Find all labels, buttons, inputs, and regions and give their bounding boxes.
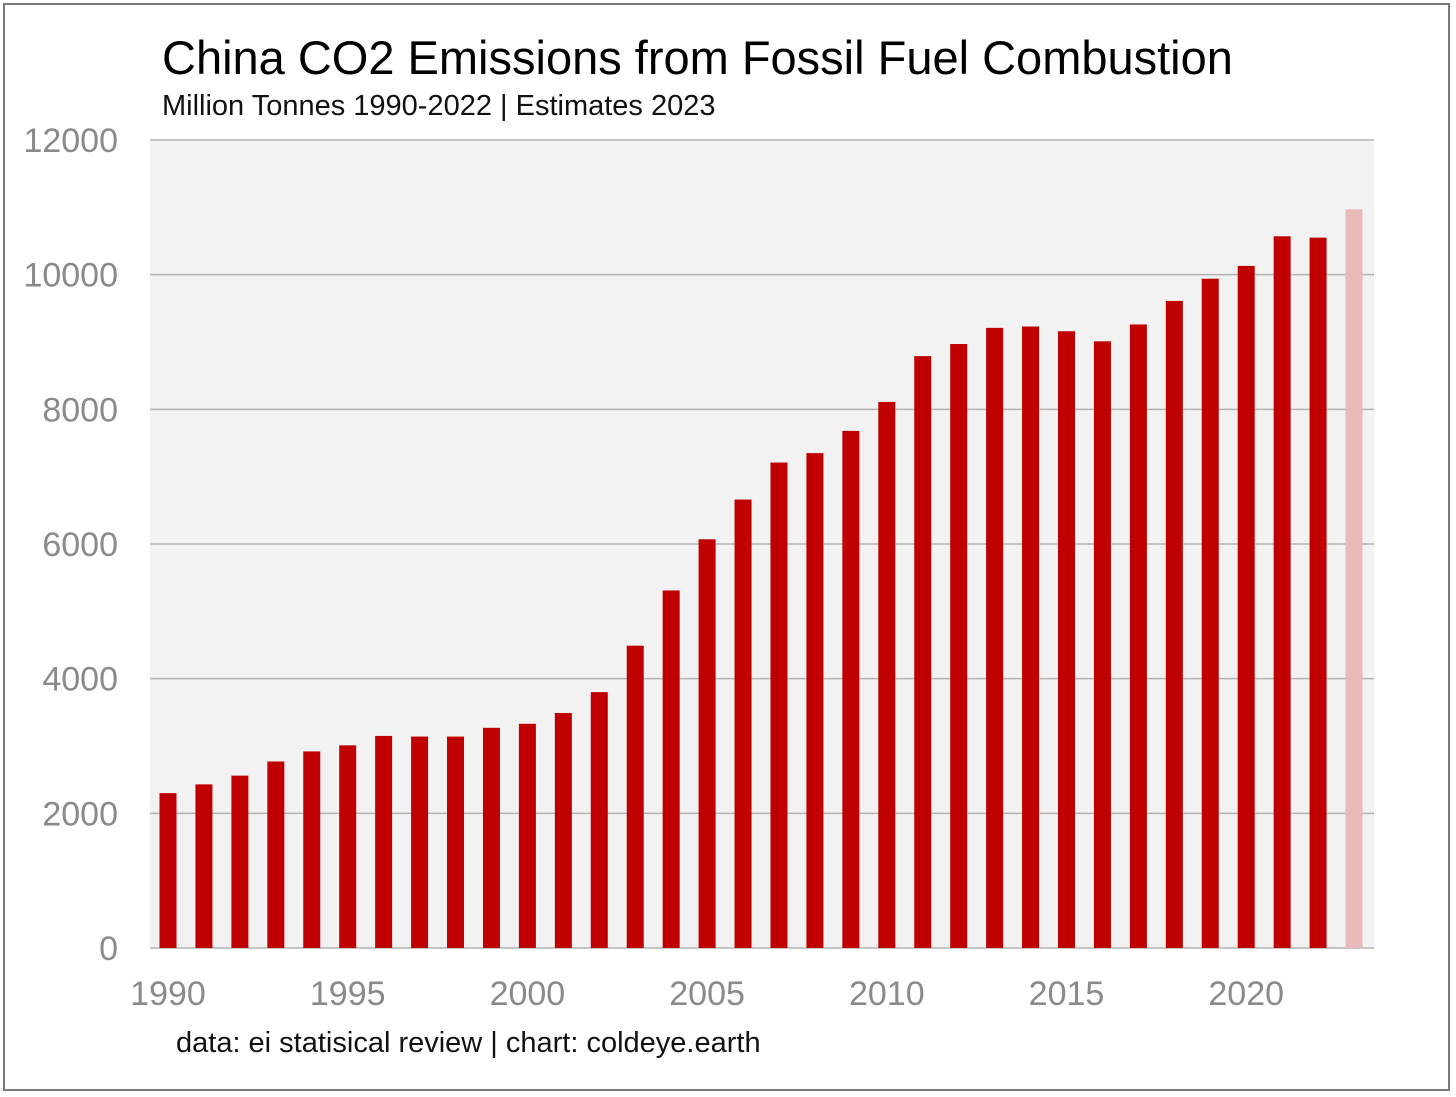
y-tick-label: 6000 [42,526,118,564]
bar-2013 [986,327,1004,948]
bar-2017 [1129,324,1147,948]
bar-2001 [554,713,572,948]
x-tick-label: 2020 [1208,975,1284,1013]
bar-2004 [662,590,680,948]
y-axis-ticks: 0 2000 4000 6000 8000 10000 12000 [23,122,118,968]
x-tick-label: 1995 [310,975,386,1013]
x-tick-label: 2000 [490,975,566,1013]
bar-2021 [1273,236,1291,949]
bar-2020 [1237,265,1255,948]
y-tick-label: 12000 [23,122,118,160]
bar-2009 [842,430,860,948]
bar-2019 [1201,278,1219,949]
chart-source-note: data: ei statisical review | chart: cold… [176,1027,761,1059]
bar-estimate-2023 [1345,209,1363,949]
x-axis-ticks: 1990 1995 2000 2005 2010 2015 2020 [130,975,1284,1013]
bar-2002 [590,692,608,948]
y-tick-label: 2000 [42,795,118,833]
bar-2003 [626,645,644,948]
bar-1998 [447,736,465,948]
bar-2022 [1309,237,1327,948]
bar-2006 [734,499,752,948]
bar-2011 [914,356,932,948]
x-tick-label: 1990 [130,975,206,1013]
chart-subtitle: Million Tonnes 1990-2022 | Estimates 202… [162,90,716,122]
bar-1990 [159,793,177,948]
bar-1991 [195,784,213,948]
bar-2000 [518,723,536,948]
bar-2018 [1165,300,1183,948]
y-tick-label: 8000 [42,391,118,429]
bar-1993 [267,761,285,948]
chart-title: China CO2 Emissions from Fossil Fuel Com… [162,31,1233,84]
bar-2014 [1022,326,1040,948]
x-tick-label: 2010 [849,975,925,1013]
bar-1996 [375,735,393,948]
bar-2007 [770,462,788,948]
bar-2015 [1058,331,1075,949]
bar-1994 [303,751,321,948]
bar-2005 [698,539,716,948]
bar-1999 [482,727,500,948]
bar-2010 [878,401,896,948]
y-tick-label: 0 [99,930,118,968]
bar-1992 [231,775,249,948]
bar-2012 [950,344,968,948]
bar-1997 [411,736,429,948]
bar-1995 [339,745,357,948]
bars [159,209,1363,949]
x-tick-label: 2005 [669,975,745,1013]
x-tick-label: 2015 [1029,975,1105,1013]
y-tick-label: 10000 [23,257,118,295]
bar-2016 [1093,341,1111,949]
y-tick-label: 4000 [42,661,118,699]
bar-2008 [806,453,824,948]
